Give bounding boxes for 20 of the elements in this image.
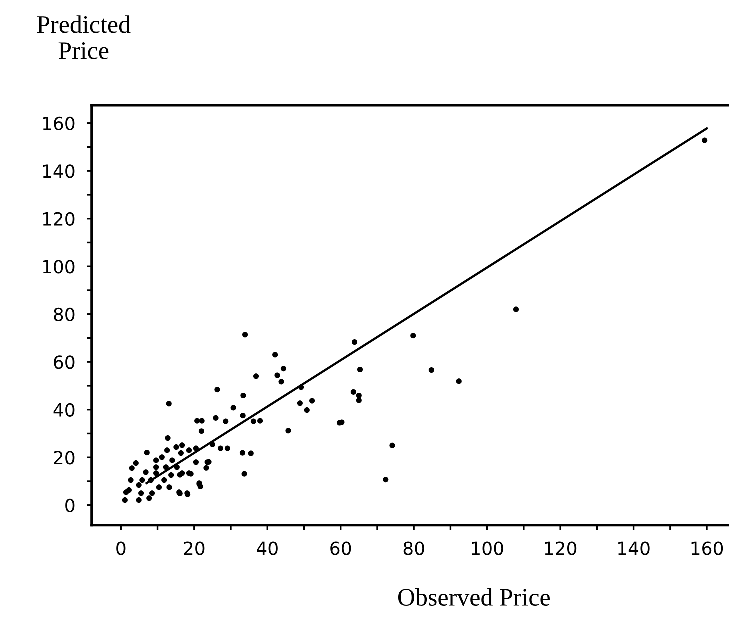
y-tick-label: 120 (43, 212, 75, 226)
y-tick-label: 140 (43, 164, 75, 178)
x-tick-label: 0 (116, 542, 126, 556)
y-tick-label: 40 (54, 403, 75, 417)
y-tick-label: 80 (54, 308, 75, 322)
x-tick-label: 80 (404, 542, 424, 556)
y-tick-label: 20 (54, 451, 75, 465)
x-tick-label: 40 (257, 542, 278, 556)
y-tick-label: 100 (43, 260, 75, 274)
x-tick-label: 20 (184, 542, 205, 556)
y-axis-title: Predicted Price (37, 16, 131, 60)
x-tick-label: 100 (472, 542, 504, 556)
y-tick-label: 160 (43, 116, 75, 130)
x-tick-label: 120 (545, 542, 577, 556)
x-tick-label: 140 (618, 542, 650, 556)
y-tick-label: 0 (66, 498, 75, 512)
x-tick-label: 60 (330, 542, 352, 556)
y-tick-label: 60 (54, 356, 75, 370)
x-axis-title: Observed Price (398, 588, 550, 606)
x-tick-label: 160 (692, 542, 724, 556)
